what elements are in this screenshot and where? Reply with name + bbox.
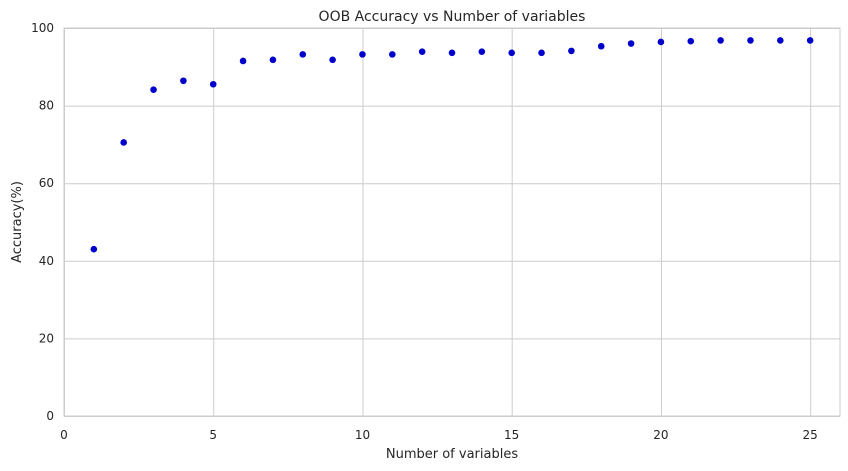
data-point: [329, 56, 336, 64]
data-point: [717, 37, 724, 44]
data-point: [777, 37, 784, 44]
plot-frame: [63, 27, 841, 417]
x-tick-label: 15: [504, 428, 519, 442]
y-tick-label: 60: [39, 176, 54, 190]
y-tick-labels: 0 20 40 60 80 100: [31, 21, 54, 423]
data-point: [359, 51, 366, 58]
data-point: [90, 245, 98, 253]
data-point: [568, 47, 575, 55]
x-axis-label: Number of variables: [386, 447, 518, 462]
x-tick-label: 0: [60, 428, 68, 442]
x-tick-label: 10: [355, 428, 370, 442]
data-point: [627, 40, 635, 47]
data-point: [687, 37, 695, 45]
y-axis-label: Accuracy(%): [10, 181, 25, 263]
chart-title: OOB Accuracy vs Number of variables: [319, 9, 586, 25]
data-point: [209, 80, 217, 88]
y-tick-label: 20: [39, 331, 54, 345]
data-point: [448, 49, 456, 57]
data-point: [806, 37, 814, 44]
data-point: [389, 51, 396, 58]
data-point: [150, 86, 157, 93]
y-tick-label: 100: [31, 21, 54, 35]
x-tick-label: 5: [209, 428, 217, 442]
x-tick-labels: 0 5 10 15 20 25: [60, 428, 818, 442]
data-point: [657, 38, 665, 46]
data-point: [538, 49, 545, 57]
y-tick-label: 80: [39, 99, 54, 113]
data-point: [597, 42, 605, 50]
data-point: [120, 139, 127, 146]
data-point: [478, 48, 486, 55]
y-tick-label: 0: [46, 409, 54, 423]
data-point: [508, 49, 515, 57]
y-tick-label: 40: [39, 254, 54, 268]
data-point: [418, 48, 426, 55]
x-tick-label: 25: [803, 428, 818, 442]
data-point: [299, 51, 307, 58]
data-point: [180, 77, 187, 85]
grid: [64, 28, 840, 417]
data-point: [747, 37, 754, 44]
data-points: [90, 37, 814, 253]
data-point: [239, 57, 247, 65]
x-tick-label: 20: [653, 428, 668, 442]
data-point: [269, 56, 277, 64]
